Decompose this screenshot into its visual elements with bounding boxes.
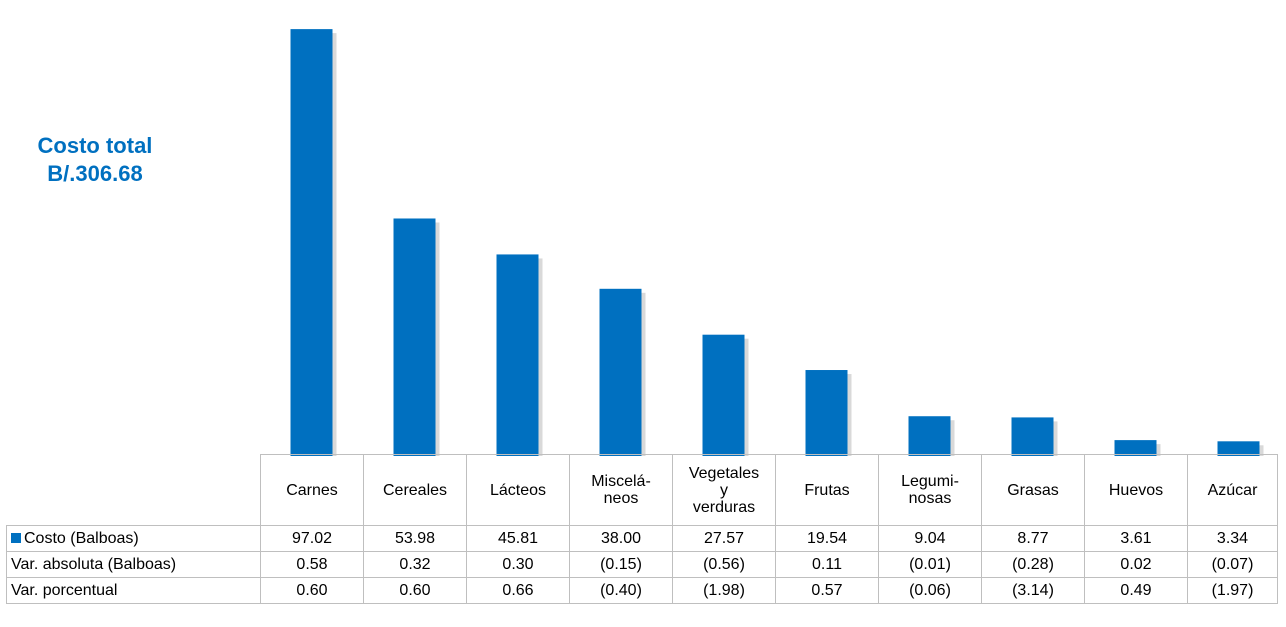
bar-6 xyxy=(805,370,848,456)
table-row: Var. absoluta (Balboas) 0.58 0.32 0.30 (0.15… xyxy=(6,551,1278,578)
bar-chart xyxy=(290,29,1264,456)
table-cell: 0.11 xyxy=(775,551,879,578)
category-label-text: Azúcar xyxy=(1207,481,1258,499)
legend-key-icon xyxy=(11,533,21,543)
table-cell: 38.00 xyxy=(569,525,673,552)
category-label-text: Vegetales y verduras xyxy=(688,464,760,516)
table-row: Costo (Balboas) 97.02 53.98 45.81 38.00 27.57… xyxy=(6,525,1278,552)
table-cell: 0.57 xyxy=(775,577,879,604)
table-cell: (1.97) xyxy=(1187,577,1278,604)
category-label: Carnes xyxy=(260,454,364,526)
table-cell: (0.01) xyxy=(878,551,982,578)
bar-10 xyxy=(1217,441,1260,456)
category-label-text: Lácteos xyxy=(489,481,547,499)
row-label-text: Costo (Balboas) xyxy=(24,530,139,547)
category-label-text: Legumi- nosas xyxy=(901,473,959,507)
data-table: Carnes Cereales Lácteos Miscelá- neos Vegeta… xyxy=(6,454,1278,604)
category-label-text: Miscelá- neos xyxy=(591,473,651,507)
table-cell: 0.32 xyxy=(363,551,467,578)
table-cell: 45.81 xyxy=(466,525,570,552)
category-label: Miscelá- neos xyxy=(569,454,673,526)
table-cell: 0.60 xyxy=(363,577,467,604)
bar-9 xyxy=(1114,440,1157,456)
bar-1 xyxy=(290,29,333,456)
total-cost-value: B/.306.68 xyxy=(47,161,143,186)
category-label: Vegetales y verduras xyxy=(672,454,776,526)
table-cell: (0.28) xyxy=(981,551,1085,578)
table-cell: 0.30 xyxy=(466,551,570,578)
table-row: Var. porcentual 0.60 0.60 0.66 (0.40) (1.98) 0… xyxy=(6,577,1278,604)
category-label-text: Carnes xyxy=(286,481,338,499)
table-cell: (0.56) xyxy=(672,551,776,578)
row-label: Var. absoluta (Balboas) xyxy=(6,551,261,578)
row-label-text: Var. absoluta (Balboas) xyxy=(11,556,177,573)
row-label: Costo (Balboas) xyxy=(6,525,261,552)
category-label-text: Frutas xyxy=(804,481,850,499)
table-cell: (0.40) xyxy=(569,577,673,604)
table-cell: 19.54 xyxy=(775,525,879,552)
row-label-text: Var. porcentual xyxy=(11,582,118,599)
table-cell: (0.07) xyxy=(1187,551,1278,578)
bar-7 xyxy=(908,416,951,456)
category-header-row: Carnes Cereales Lácteos Miscelá- neos Vegeta… xyxy=(6,454,1278,526)
category-label-text: Cereales xyxy=(382,481,448,499)
table-cell: 53.98 xyxy=(363,525,467,552)
table-cell: 0.60 xyxy=(260,577,364,604)
total-cost-label: Costo total xyxy=(37,133,153,158)
category-label: Lácteos xyxy=(466,454,570,526)
table-cell: 0.58 xyxy=(260,551,364,578)
bar-4 xyxy=(599,288,642,456)
category-label-text: Grasas xyxy=(1007,481,1059,499)
table-cell: 3.34 xyxy=(1187,525,1278,552)
table-cell: 3.61 xyxy=(1084,525,1188,552)
table-cell: 9.04 xyxy=(878,525,982,552)
category-label: Cereales xyxy=(363,454,467,526)
table-cell: 8.77 xyxy=(981,525,1085,552)
row-label: Var. porcentual xyxy=(6,577,261,604)
table-cell: (0.06) xyxy=(878,577,982,604)
category-label: Legumi- nosas xyxy=(878,454,982,526)
category-label: Azúcar xyxy=(1187,454,1278,526)
table-cell: 0.66 xyxy=(466,577,570,604)
table-cell: 0.49 xyxy=(1084,577,1188,604)
category-label: Frutas xyxy=(775,454,879,526)
table-cell: 27.57 xyxy=(672,525,776,552)
table-cell: (1.98) xyxy=(672,577,776,604)
category-label: Huevos xyxy=(1084,454,1188,526)
table-corner xyxy=(6,454,261,526)
table-cell: 0.02 xyxy=(1084,551,1188,578)
table-cell: (3.14) xyxy=(981,577,1085,604)
bar-8 xyxy=(1011,417,1054,456)
bar-3 xyxy=(496,254,539,456)
category-label: Grasas xyxy=(981,454,1085,526)
category-label-text: Huevos xyxy=(1108,481,1164,499)
table-cell: 97.02 xyxy=(260,525,364,552)
total-cost-annotation: Costo total B/.306.68 xyxy=(0,132,190,188)
bar-5 xyxy=(702,334,745,456)
table-cell: (0.15) xyxy=(569,551,673,578)
bar-2 xyxy=(393,218,436,456)
